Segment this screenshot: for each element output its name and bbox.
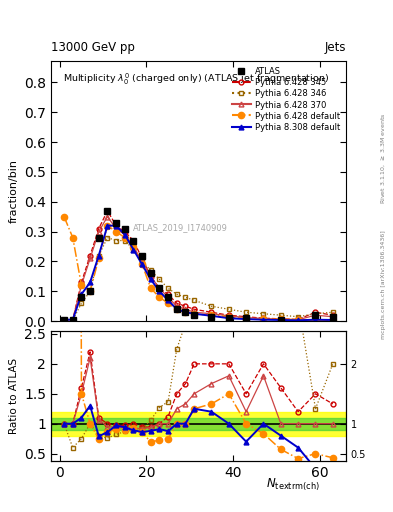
Legend: ATLAS, Pythia 6.428 345, Pythia 6.428 346, Pythia 6.428 370, Pythia 6.428 defaul: ATLAS, Pythia 6.428 345, Pythia 6.428 34… [231, 66, 342, 133]
Bar [51, 418, 346, 430]
Text: Multiplicity $\lambda_0^0$ (charged only) (ATLAS jet fragmentation): Multiplicity $\lambda_0^0$ (charged only… [63, 72, 329, 87]
Text: 13000 GeV pp: 13000 GeV pp [51, 41, 135, 54]
Y-axis label: fraction/bin: fraction/bin [9, 159, 19, 223]
Y-axis label: Ratio to ATLAS: Ratio to ATLAS [9, 358, 19, 434]
Bar [51, 412, 346, 436]
Text: Rivet 3.1.10, $\geq$ 3.3M events: Rivet 3.1.10, $\geq$ 3.3M events [379, 113, 387, 204]
Text: mcplots.cern.ch [arXiv:1306.3436]: mcplots.cern.ch [arXiv:1306.3436] [381, 230, 386, 339]
X-axis label: $N_{\rm{textrm(ch)}}$: $N_{\rm{textrm(ch)}}$ [266, 476, 320, 493]
Text: Jets: Jets [324, 41, 346, 54]
Text: ATLAS_2019_I1740909: ATLAS_2019_I1740909 [133, 223, 228, 232]
